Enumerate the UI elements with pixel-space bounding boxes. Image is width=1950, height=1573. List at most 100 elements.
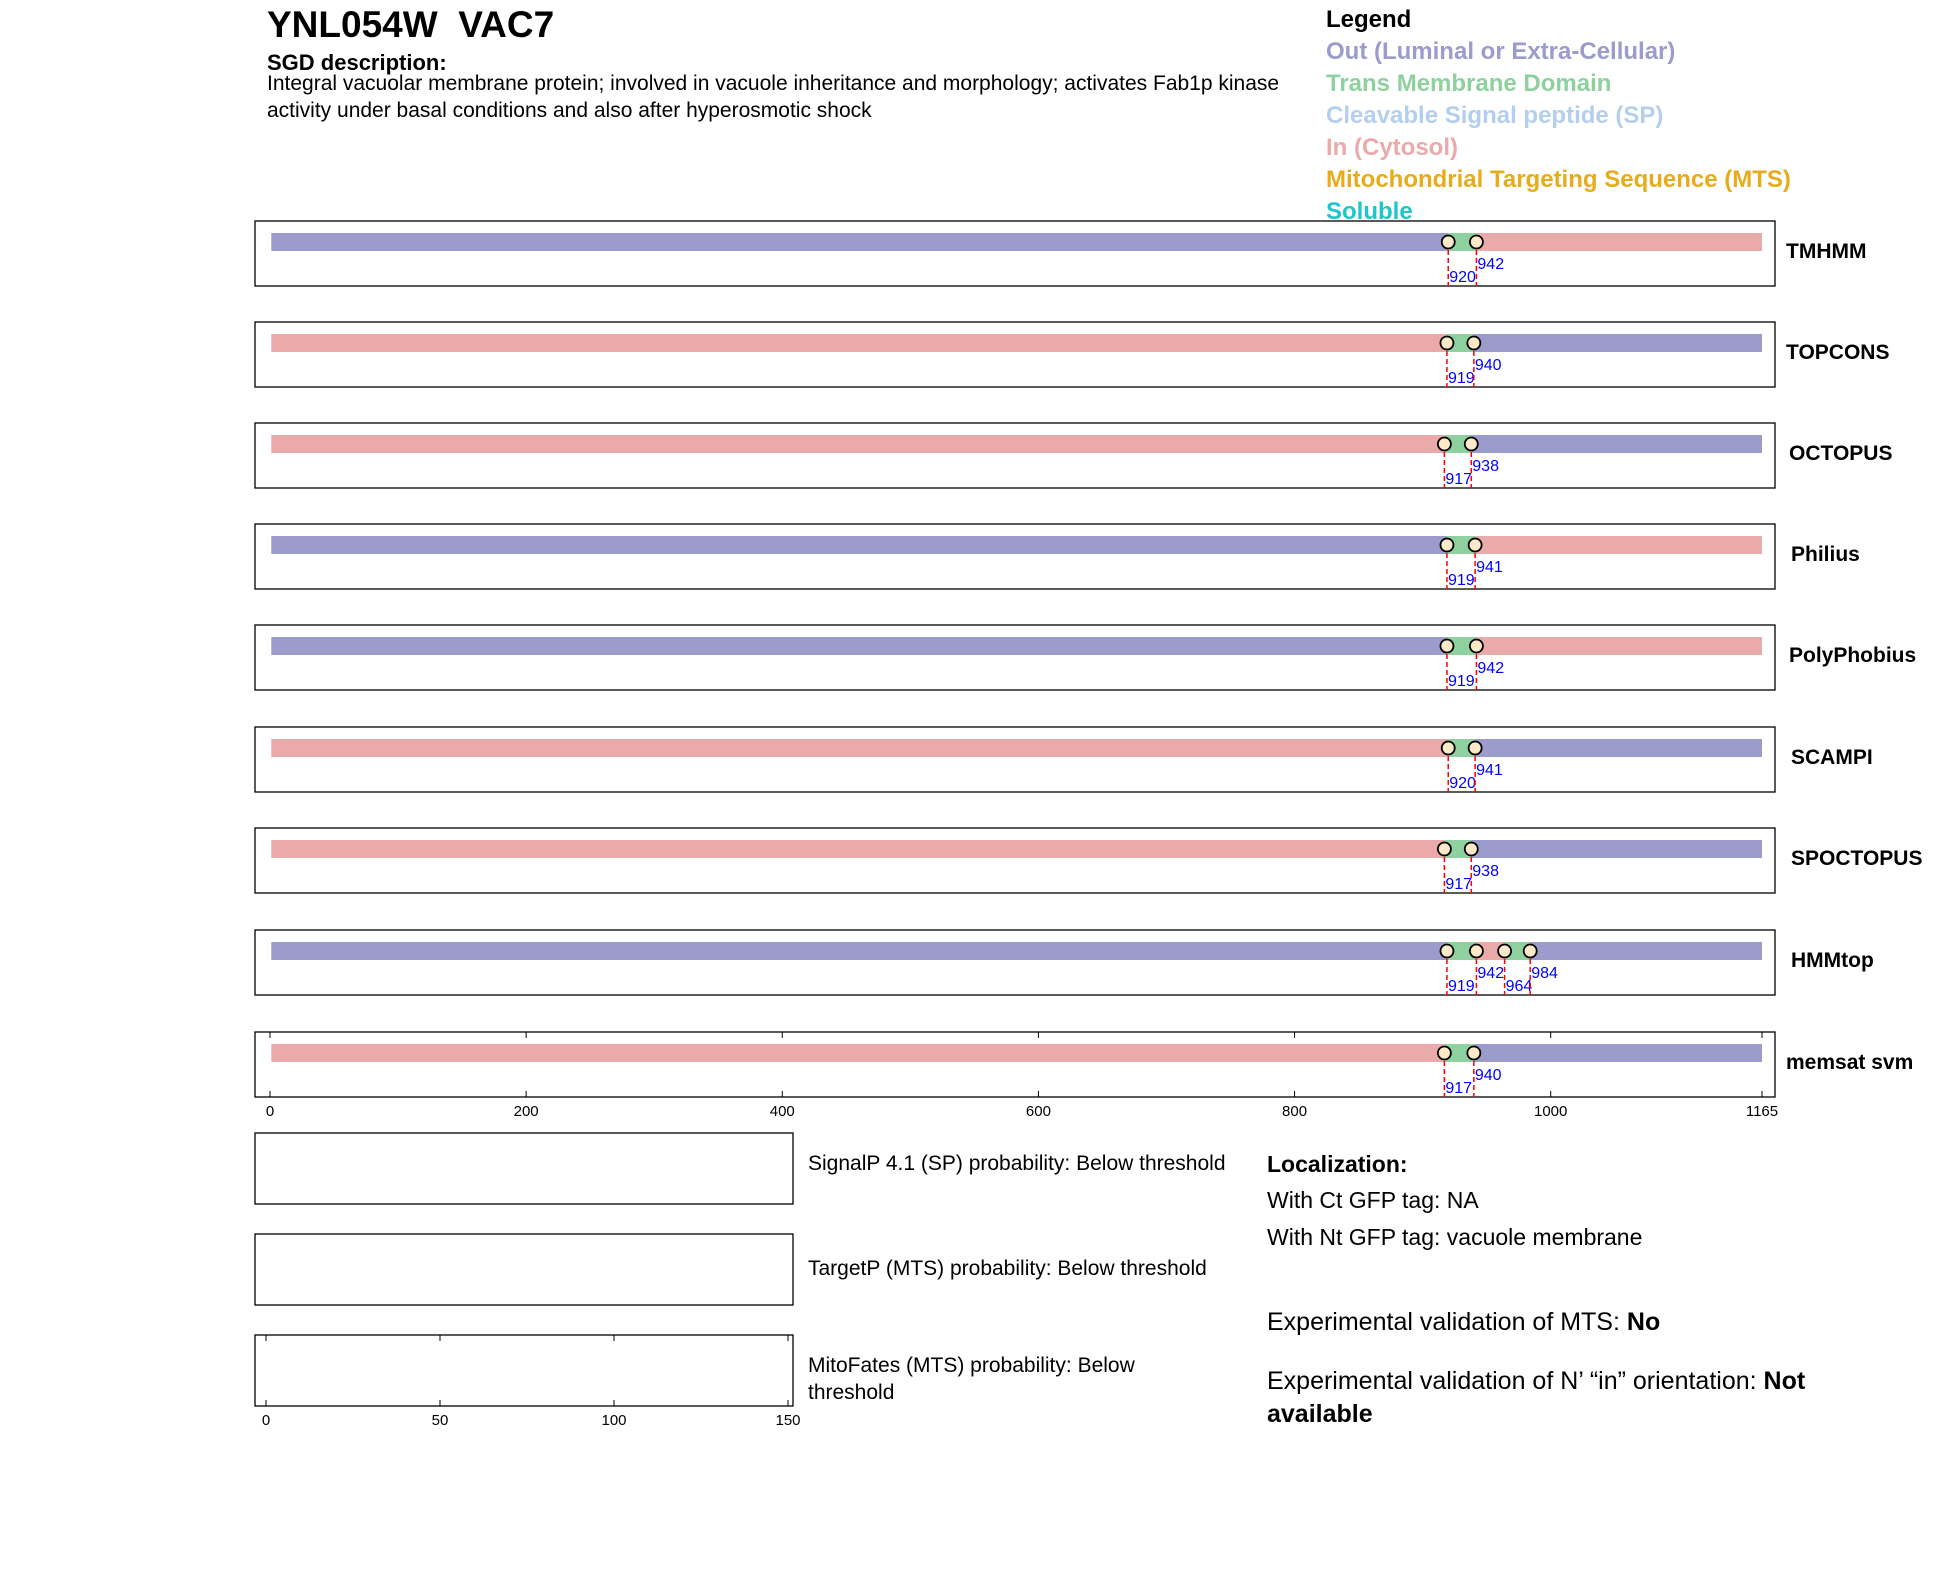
boundary-marker [1439,335,1455,351]
x-tick-label: 0 [266,1103,274,1120]
track-label: SCAMPI [1791,746,1873,769]
topology-segment-tm [1444,1044,1474,1062]
track-frame [254,220,1776,287]
boundary-marker [1469,638,1484,654]
x-tick-label: 1165 [1746,1103,1778,1120]
gene-id: YNL054W [267,4,438,45]
boundary-position-label: 942 [1477,660,1504,677]
boundary-marker [1522,943,1538,959]
boundary-marker [1497,943,1512,959]
legend-item: Cleavable Signal peptide (SP) [1326,102,1664,129]
topology-segment-out [271,233,1449,251]
topology-segment-in [271,739,1449,757]
track-label: Philius [1791,543,1860,566]
legend-items: Out (Luminal or Extra-Cellular) Trans Mem… [1326,36,1791,228]
boundary-position-label: 917 [1445,876,1472,893]
topology-segment-tm [1444,840,1472,858]
gene-name: VAC7 [458,4,555,45]
boundary-marker [1436,1045,1452,1061]
track-frame [254,827,1776,894]
track-label: memsat svm [1786,1051,1914,1074]
nt-gfp-localization: With Nt GFP tag: vacuole membrane [1267,1224,1643,1250]
topology-segment-out [271,637,1447,655]
boundary-position-label: 942 [1477,256,1504,273]
prob-x-tick-label: 100 [601,1412,626,1429]
mts-validation-label: Experimental validation of MTS: [1267,1308,1627,1336]
boundary-marker [1439,638,1455,654]
topology-segment-tm [1444,435,1472,453]
topology-segment-out [1471,435,1762,453]
topology-segment-in [1476,942,1505,960]
legend-item: Trans Membrane Domain [1326,70,1612,97]
boundary-marker [1466,335,1482,351]
topology-segment-out [1475,739,1762,757]
track-frame [254,929,1776,996]
boundary-marker [1440,234,1456,250]
boundary-marker [1466,1045,1482,1061]
track-frame [254,726,1776,793]
probability-box [254,1334,794,1407]
topology-segment-in [271,334,1447,352]
boundary-marker [1436,841,1452,857]
boundary-position-label: 920 [1449,269,1476,286]
boundary-position-label: 984 [1531,965,1558,982]
track-frame [254,422,1776,489]
topology-segment-tm [1504,942,1531,960]
boundary-position-label: 917 [1445,471,1472,488]
boundary-position-label: 938 [1472,863,1499,880]
track-label: OCTOPUS [1789,442,1893,465]
topology-segment-out [1473,1044,1762,1062]
boundary-position-label: 938 [1472,458,1499,475]
localization-title: Localization: [1267,1151,1408,1177]
topology-segment-tm [1448,739,1476,757]
boundary-marker [1463,841,1479,857]
prob-x-tick-label: 0 [262,1412,270,1429]
sgd-description-text: Integral vacuolar membrane protein; invo… [267,72,1280,122]
topology-segment-out [1530,942,1762,960]
boundary-position-label: 919 [1448,572,1475,589]
track-label: TOPCONS [1786,341,1890,364]
boundary-marker [1467,537,1483,553]
legend-item: Out (Luminal or Extra-Cellular) [1326,38,1676,65]
boundary-position-label: 941 [1476,559,1503,576]
legend: Legend Out (Luminal or Extra-Cellular) Tr… [1326,4,1791,228]
boundary-marker [1469,943,1484,959]
topology-segment-in [1476,637,1762,655]
boundary-position-label: 940 [1475,357,1502,374]
boundary-position-label: 941 [1476,762,1503,779]
x-tick-label: 200 [514,1103,539,1120]
boundary-position-label: 919 [1448,673,1475,690]
signalp-probability-text: SignalP 4.1 (SP) probability: Below thre… [808,1152,1226,1175]
topology-segment-in [1476,233,1762,251]
topology-segment-in [271,435,1445,453]
gene-title: YNL054W VAC7 [267,4,554,46]
legend-item: In (Cytosol) [1326,134,1458,161]
topology-segment-in [271,840,1445,858]
mts-validation-value: No [1626,1308,1661,1336]
boundary-marker [1439,943,1455,959]
boundary-position-label: 964 [1506,978,1533,995]
boundary-position-label: 919 [1448,978,1475,995]
boundary-position-label: 942 [1477,965,1504,982]
topology-segment-tm [1446,942,1477,960]
legend-title: Legend [1326,6,1412,33]
orientation-validation-label: Experimental validation of N’ “in” orien… [1267,1367,1764,1395]
mitofates-probability-text: MitoFates (MTS) probability: Below thres… [808,1354,1135,1404]
probability-box [254,1233,794,1306]
track-frame [254,624,1776,691]
topology-segment-tm [1446,536,1476,554]
x-tick-label: 1000 [1534,1103,1567,1120]
boundary-marker [1463,436,1479,452]
boundary-marker [1469,234,1484,250]
track-frame [254,1031,1776,1098]
x-tick-label: 400 [770,1103,795,1120]
targetp-probability-text: TargetP (MTS) probability: Below thresho… [808,1257,1207,1280]
track-frame [254,523,1776,590]
